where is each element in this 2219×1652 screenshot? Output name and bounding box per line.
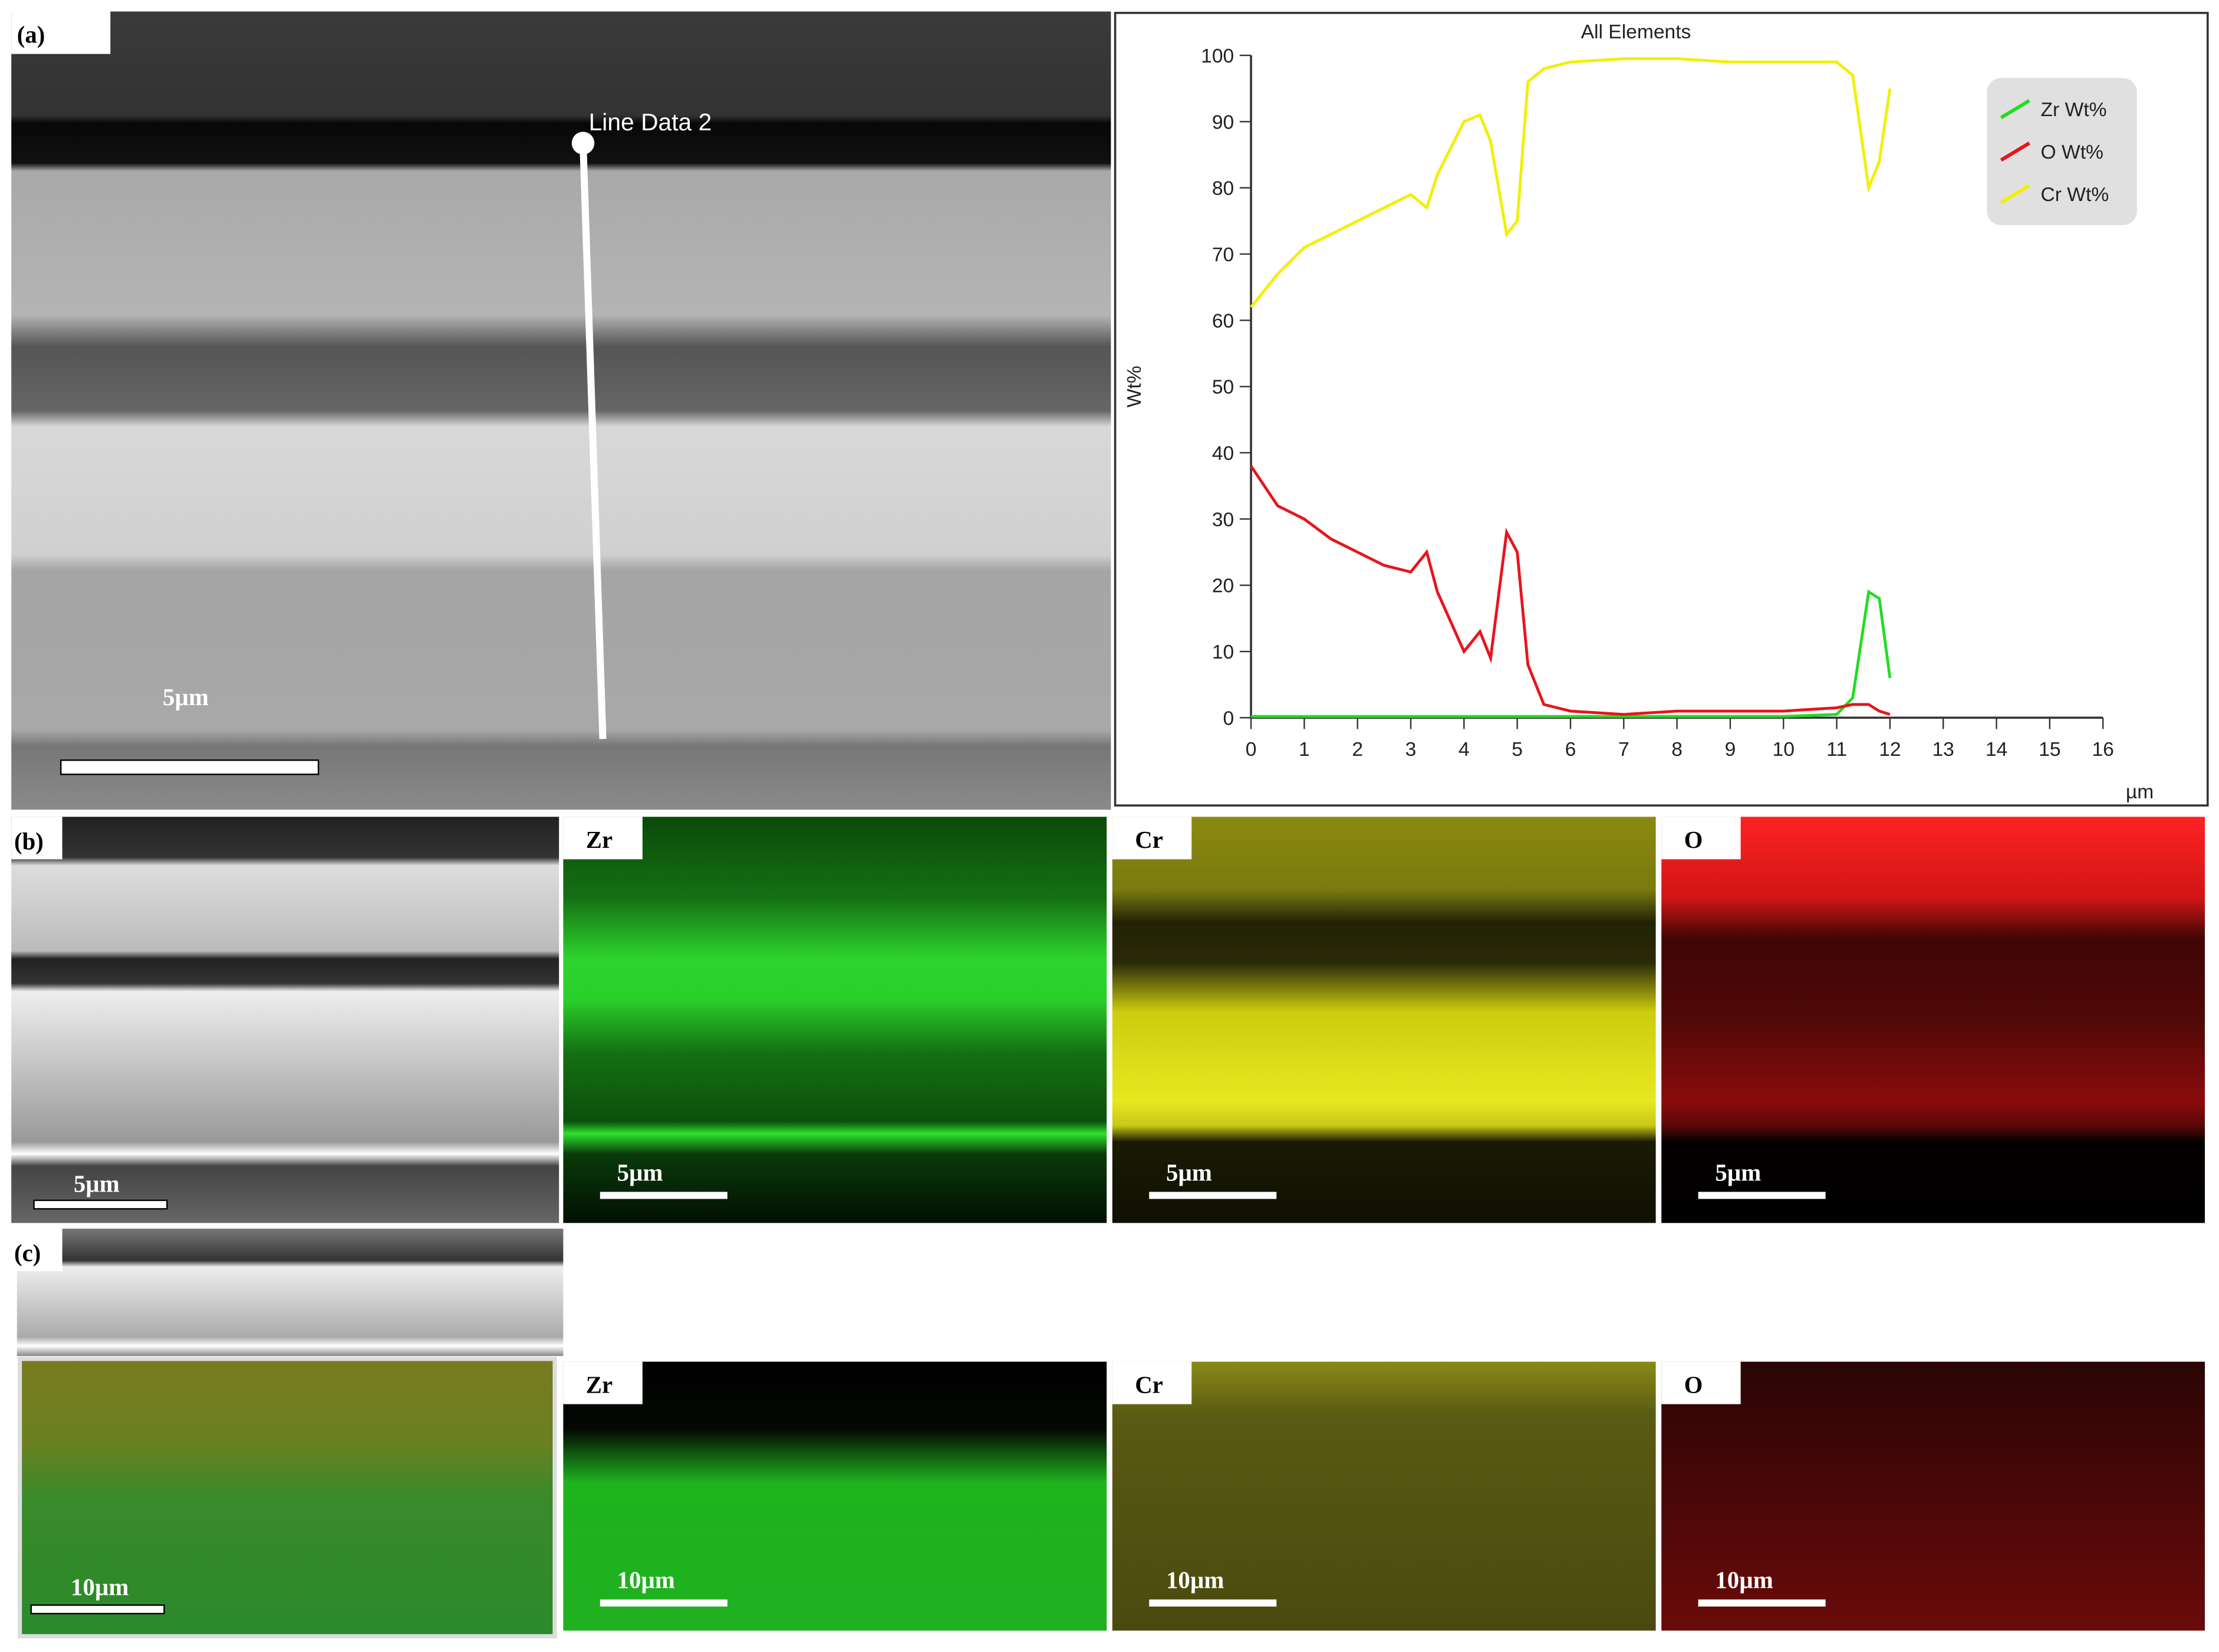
scale-bar [33,1199,168,1210]
y-tick-label: 100 [1201,45,1234,67]
legend-swatch [2000,99,2030,120]
scale-label: 5µm [1166,1159,1212,1186]
element-label: Zr [586,827,613,853]
scale-label: 10µm [1166,1567,1224,1594]
series-line [1250,465,1891,716]
element-label: Cr [1135,827,1163,853]
element-map [1112,817,1656,1223]
x-tick-label: 5 [1512,739,1523,761]
x-tick-label: 9 [1725,739,1736,761]
element-map [563,817,1107,1223]
element-map [1661,1361,2205,1631]
scale-bar [600,1192,727,1199]
label-box [563,1361,643,1404]
scale-bar [600,1599,727,1607]
overlay-map [18,1357,557,1638]
y-tick-label: 40 [1212,443,1234,465]
element-map [1661,817,2205,1223]
scale-bar [1698,1599,1826,1607]
sem-image [11,817,559,1223]
element-label: O [1684,827,1703,853]
plot: 0 1 2 3 4 5 6 7 8 9 10 11 12 13 14 15 160102030405060708… [1201,45,2137,761]
scale-label: 5µm [617,1159,663,1186]
panel-label: (c) [14,1240,41,1266]
scale-bar [1698,1192,1826,1199]
scale-label: 5µm [1715,1159,1761,1186]
label-box [11,817,62,860]
scale-bar [60,759,320,775]
label-box [11,11,111,54]
element-label: Zr [586,1371,613,1398]
scale-label: 10µm [1715,1567,1773,1594]
x-axis-label: µm [2126,781,2154,803]
x-tick-label: 16 [2092,739,2113,761]
label-box [11,1228,62,1271]
y-tick-label: 60 [1212,310,1234,332]
map-row: Zr 5µm Cr 5µm O 5µm [563,817,2205,1223]
label-box [563,817,643,860]
y-axis-label: Wt% [1124,366,1145,407]
x-tick-label: 11 [1826,739,1847,761]
sem-image [11,11,1111,810]
legend-label: O Wt% [2041,141,2103,163]
element-label: Cr [1135,1371,1163,1398]
y-tick-label: 20 [1212,575,1234,597]
legend-swatch [2000,141,2030,162]
series-line [1250,57,1892,308]
scale-bar [1149,1192,1277,1199]
y-tick-label: 30 [1212,509,1234,531]
sem-image [17,1228,564,1356]
scan-start [571,131,595,154]
label-box [1112,817,1192,860]
label-box [1661,817,1741,860]
x-tick-label: 3 [1405,739,1417,761]
element-map [563,1361,1107,1631]
scale-bar [1149,1599,1277,1607]
x-tick-label: 1 [1299,739,1310,761]
scan-line [580,143,607,739]
label-box [1112,1361,1192,1404]
line-label: Line Data 2 [589,108,712,136]
map-row: Zr 10µm Cr 10µm O 10µm [563,1361,2205,1631]
y-tick-label: 90 [1212,111,1234,133]
legend-label: Zr Wt% [2041,99,2107,121]
series-line [1251,589,1892,718]
element-map [1112,1361,1656,1631]
scale-bar [30,1604,165,1615]
x-tick-label: 4 [1459,739,1470,761]
x-tick-label: 2 [1352,739,1363,761]
scale-label: 10µm [71,1574,129,1601]
scale-label: 10µm [617,1567,675,1594]
y-tick-label: 50 [1212,377,1234,399]
y-tick-label: 80 [1212,178,1234,200]
x-tick-label: 10 [1773,739,1795,761]
label-box [1661,1361,1741,1404]
element-label: O [1684,1371,1703,1398]
chart-title: All Elements [1581,21,1691,43]
x-tick-label: 15 [2039,739,2060,761]
x-tick-label: 14 [1986,739,2007,761]
panel-label: (b) [14,828,44,855]
x-tick-label: 12 [1879,739,1901,761]
x-tick-label: 6 [1565,739,1576,761]
y-tick-label: 10 [1212,641,1234,663]
scale-label: 5µm [163,684,209,710]
y-tick-label: 0 [1223,707,1234,729]
scale-label: 5µm [74,1171,120,1197]
x-tick-label: 13 [1932,739,1954,761]
x-tick-label: 0 [1246,739,1257,761]
y-tick-label: 70 [1212,244,1234,266]
legend-label: Cr Wt% [2041,184,2109,206]
legend-swatch [2000,184,2030,205]
x-tick-label: 7 [1618,739,1629,761]
x-tick-label: 8 [1671,739,1683,761]
panel-label: (a) [17,21,45,48]
